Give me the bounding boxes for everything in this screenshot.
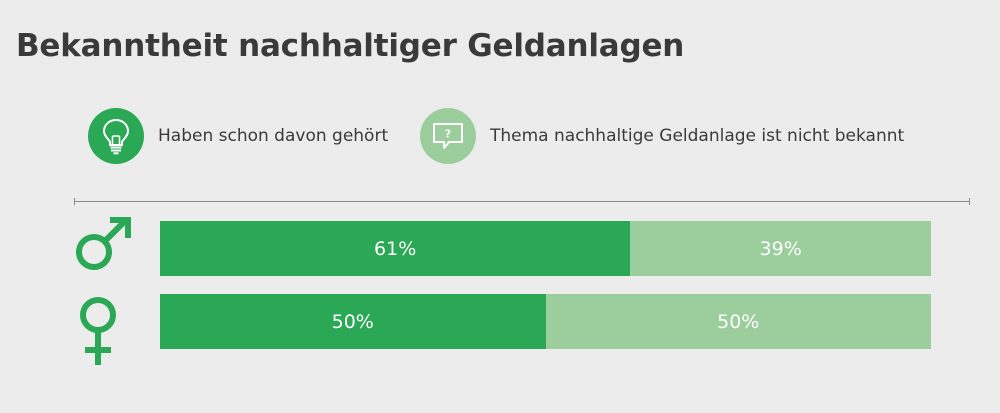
- female-symbol-icon: [80, 297, 116, 365]
- question-speech-bubble-icon: ?: [433, 123, 463, 149]
- svg-text:?: ?: [445, 128, 451, 141]
- chart-title: Bekanntheit nachhaltiger Geldanlagen: [16, 28, 685, 64]
- divider-line: [74, 198, 970, 205]
- bar-row-female: 50% 50%: [160, 294, 931, 349]
- bar-row-male: 61% 39%: [160, 221, 931, 276]
- male-symbol-icon: [76, 217, 131, 270]
- legend-swatch-unknown: ?: [420, 108, 476, 164]
- bar-female-known: 50%: [160, 294, 546, 349]
- legend-label-unknown: Thema nachhaltige Geldanlage ist nicht b…: [490, 126, 905, 146]
- legend-item-unknown: ? Thema nachhaltige Geldanlage ist nicht…: [420, 108, 904, 164]
- legend-swatch-known: [88, 108, 144, 164]
- legend-item-known: Haben schon davon gehört: [88, 108, 388, 164]
- bar-male-known: 61%: [160, 221, 631, 276]
- bar-male-unknown: 39%: [630, 221, 931, 276]
- lightbulb-icon: [102, 118, 130, 155]
- bar-female-unknown: 50%: [545, 294, 931, 349]
- legend-label-known: Haben schon davon gehört: [158, 126, 389, 146]
